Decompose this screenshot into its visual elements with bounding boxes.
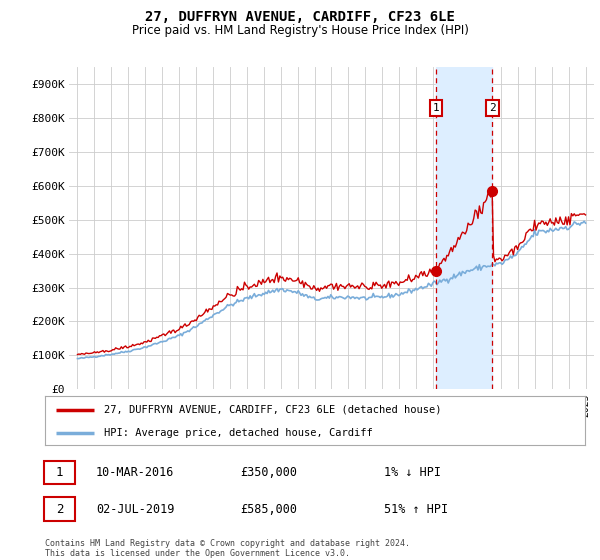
Text: £585,000: £585,000	[240, 502, 297, 516]
Text: 2: 2	[56, 502, 63, 516]
Text: 2: 2	[489, 103, 496, 113]
Text: Price paid vs. HM Land Registry's House Price Index (HPI): Price paid vs. HM Land Registry's House …	[131, 24, 469, 36]
Text: 1: 1	[56, 466, 63, 479]
Text: 1: 1	[433, 103, 440, 113]
Bar	[436, 67, 493, 389]
Text: 51% ↑ HPI: 51% ↑ HPI	[384, 502, 448, 516]
Text: Contains HM Land Registry data © Crown copyright and database right 2024.
This d: Contains HM Land Registry data © Crown c…	[45, 539, 410, 558]
Text: HPI: Average price, detached house, Cardiff: HPI: Average price, detached house, Card…	[104, 428, 373, 438]
Text: 27, DUFFRYN AVENUE, CARDIFF, CF23 6LE (detached house): 27, DUFFRYN AVENUE, CARDIFF, CF23 6LE (d…	[104, 405, 442, 415]
Text: £350,000: £350,000	[240, 466, 297, 479]
Text: 27, DUFFRYN AVENUE, CARDIFF, CF23 6LE: 27, DUFFRYN AVENUE, CARDIFF, CF23 6LE	[145, 10, 455, 24]
Text: 02-JUL-2019: 02-JUL-2019	[96, 502, 175, 516]
Text: 1% ↓ HPI: 1% ↓ HPI	[384, 466, 441, 479]
Text: 10-MAR-2016: 10-MAR-2016	[96, 466, 175, 479]
